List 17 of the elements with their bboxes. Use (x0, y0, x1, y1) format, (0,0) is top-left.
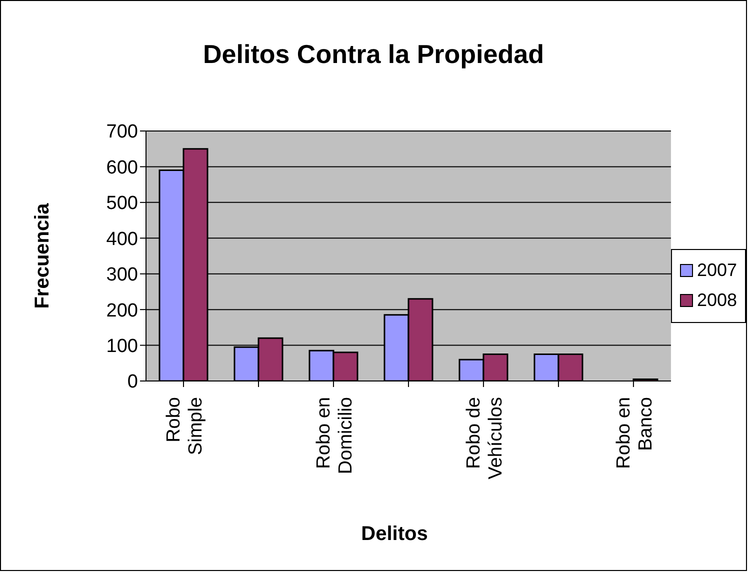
y-tick-label: 400 (106, 228, 138, 250)
legend-label: 2007 (696, 260, 737, 281)
y-tick-label: 600 (106, 157, 138, 178)
y-tick-label: 500 (106, 193, 138, 214)
x-tick-label: Robo en Domicilio (314, 397, 357, 474)
y-tick-label: 300 (106, 264, 138, 286)
x-tick-label: Robo en Banco (614, 397, 657, 469)
y-tick-label: 0 (127, 372, 138, 393)
legend-label: 2008 (696, 290, 737, 311)
x-axis-title: Delitos (360, 523, 429, 546)
chart-title: Delitos Contra la Propiedad (202, 39, 545, 70)
x-tick-label: Robo Simple (164, 397, 207, 456)
x-tick-label: Robo de Vehículos (464, 397, 507, 480)
y-tick-label: 200 (106, 300, 138, 322)
y-tick-label: 700 (106, 122, 138, 143)
y-tick-label: 100 (106, 336, 138, 358)
y-axis-title: Frecuencia (32, 203, 54, 309)
